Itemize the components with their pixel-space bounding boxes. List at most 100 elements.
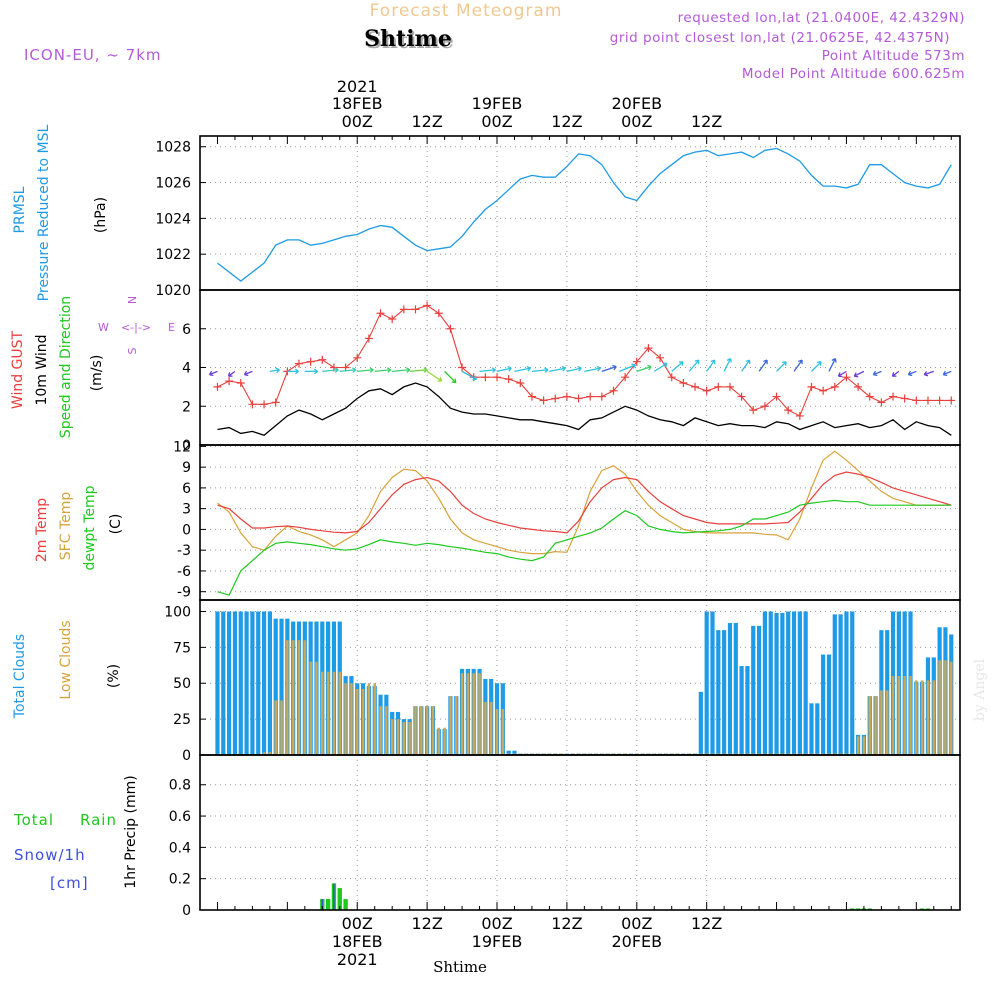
low-cloud-bar	[472, 673, 475, 755]
top-axis-hour: 00Z	[621, 112, 652, 131]
total-cloud-bar	[261, 611, 267, 755]
top-axis-hour: 00Z	[342, 112, 373, 131]
wind-arrow-head	[544, 367, 549, 373]
wind-arrow-head	[275, 367, 280, 374]
gust-marker	[364, 334, 373, 343]
point-altitude: Point Altitude 573m	[822, 48, 965, 64]
top-axis-hour: 12Z	[411, 112, 442, 131]
total-cloud-bar	[786, 611, 791, 755]
low-cloud-bar	[268, 752, 272, 755]
gust-marker	[376, 309, 385, 318]
gust-marker	[434, 309, 443, 318]
wind-arrow	[943, 370, 952, 376]
wind-arrow	[793, 359, 803, 372]
low-cloud-bar	[478, 673, 481, 755]
gust-line	[217, 304, 952, 417]
wind-arrow-head	[694, 359, 700, 365]
low-cloud-bar	[932, 680, 936, 755]
total-cloud-bar	[850, 611, 855, 755]
gust-marker	[923, 396, 932, 405]
low-cloud-bar	[431, 706, 435, 755]
gust-marker	[318, 355, 327, 364]
total-cloud-bar	[221, 611, 226, 755]
sfctemp-label: SFC Temp	[58, 492, 74, 561]
gust-marker	[236, 379, 245, 387]
sfctemp-line	[217, 450, 952, 555]
temp2m-line	[217, 471, 952, 534]
gust-marker	[539, 396, 548, 405]
gridpoint-coords: grid point closest lon,lat (21.0625E, 42…	[610, 30, 950, 46]
gust-marker	[935, 396, 944, 405]
y-tick-label: 1028	[155, 140, 191, 156]
low-cloud-bar	[303, 640, 307, 755]
gust-marker	[446, 324, 455, 333]
wind-arrow-head	[763, 359, 768, 365]
gust-marker	[725, 382, 734, 391]
low-cloud-bar	[390, 719, 394, 755]
wind-arrow	[908, 370, 917, 376]
wind-arrow	[838, 370, 847, 377]
bottom-axis-date: 18FEB	[332, 932, 383, 951]
y-tick-label: 3	[182, 502, 191, 518]
gust-marker	[830, 382, 839, 391]
y-tick-label: 1024	[155, 211, 191, 227]
gust-marker	[609, 386, 618, 395]
top-axis-hour: 12Z	[691, 112, 722, 131]
low-cloud-bar	[262, 752, 266, 755]
gust-marker	[819, 386, 828, 395]
top-axis-hour: 12Z	[551, 112, 582, 131]
wind-arrow-head	[596, 365, 601, 372]
gust-marker	[737, 392, 746, 401]
low-cloud-bar	[291, 640, 295, 755]
total-cloud-bar	[506, 750, 511, 755]
low-cloud-bar	[414, 706, 417, 755]
wind-arrow	[741, 359, 751, 372]
total-cloud-bar	[727, 622, 733, 755]
low-cloud-bar	[449, 696, 452, 755]
wind-arrow	[444, 370, 457, 384]
low-cloud-bar	[274, 700, 277, 755]
gust-marker	[784, 406, 793, 415]
y-tick-label: 12	[173, 439, 191, 455]
total-cloud-bar	[838, 614, 843, 755]
gust-marker	[353, 353, 362, 362]
total-cloud-bar	[273, 618, 278, 755]
wind-arrow-head	[227, 372, 233, 377]
y-tick-label: 100	[164, 604, 191, 620]
gust-marker	[551, 394, 560, 403]
bottom-axis-date: 19FEB	[472, 932, 523, 951]
wind-arrow	[549, 367, 566, 373]
low-cloud-bar	[454, 696, 458, 755]
total-cloud-bar	[780, 612, 785, 755]
model-altitude: Model Point Altitude 600.625m	[742, 66, 965, 82]
compass-rose: W E <-|-> N S	[98, 296, 175, 355]
wind-arrow-head	[351, 367, 357, 373]
gust-marker	[772, 392, 781, 401]
celsius-unit-label: (C)	[108, 514, 124, 535]
gust-marker	[656, 353, 665, 362]
low-cloud-bar	[466, 673, 470, 755]
top-axis-date: 20FEB	[611, 94, 662, 113]
pressure-line	[217, 147, 952, 282]
total-cloud-bar	[809, 703, 814, 755]
gust-marker	[889, 392, 898, 401]
low-cloud-bar	[309, 661, 312, 755]
total-clouds-label: Total Clouds	[12, 634, 28, 719]
dewpt-label: dewpt Temp	[82, 485, 98, 570]
total-cloud-bar	[745, 666, 750, 755]
total-cloud-bar	[815, 703, 820, 755]
total-cloud-bar	[227, 611, 232, 755]
low-cloud-bar	[862, 736, 866, 755]
panel-frame	[199, 135, 961, 291]
bottom-axis-hour: 12Z	[691, 914, 722, 933]
low-cloud-bar	[350, 683, 353, 755]
total-cloud-bar	[279, 618, 284, 755]
gust-marker	[411, 305, 420, 314]
low-cloud-bar	[501, 709, 505, 755]
y-tick-label: 0	[182, 748, 191, 764]
top-axis-date: 18FEB	[332, 94, 383, 113]
wind-arrow	[854, 370, 865, 377]
wind-arrow	[923, 370, 934, 376]
gust-marker	[865, 392, 874, 401]
